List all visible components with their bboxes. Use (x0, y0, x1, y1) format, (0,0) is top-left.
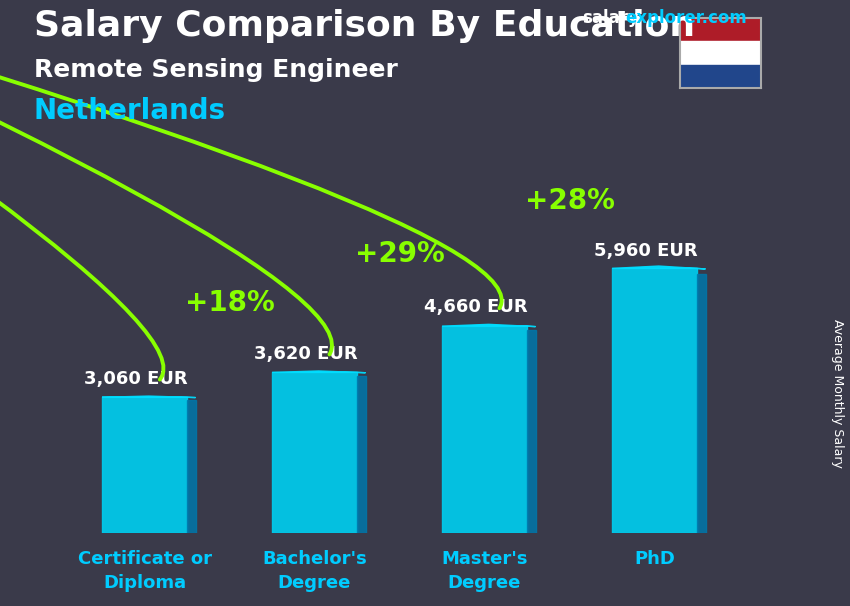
Bar (442, 326, 527, 533)
Text: +29%: +29% (354, 241, 445, 268)
Polygon shape (102, 396, 196, 398)
Bar (272, 373, 357, 533)
Bar (102, 398, 187, 533)
Text: Average Monthly Salary: Average Monthly Salary (830, 319, 844, 468)
Text: explorer.com: explorer.com (625, 9, 746, 27)
Text: Netherlands: Netherlands (34, 97, 226, 125)
Bar (697, 274, 706, 533)
Text: Remote Sensing Engineer: Remote Sensing Engineer (34, 58, 398, 82)
Text: 3,060 EUR: 3,060 EUR (84, 370, 188, 387)
Polygon shape (442, 324, 536, 327)
Polygon shape (272, 371, 366, 373)
Text: salary: salary (582, 9, 639, 27)
Text: 4,660 EUR: 4,660 EUR (424, 298, 528, 316)
Polygon shape (612, 266, 706, 269)
Text: Salary Comparison By Education: Salary Comparison By Education (34, 9, 695, 43)
Text: +18%: +18% (184, 289, 275, 317)
Bar (187, 400, 196, 533)
Bar (680, 65, 761, 88)
Bar (357, 376, 366, 533)
Text: +28%: +28% (524, 187, 615, 215)
Text: 5,960 EUR: 5,960 EUR (594, 242, 698, 261)
Bar (680, 41, 761, 65)
Text: 3,620 EUR: 3,620 EUR (254, 345, 358, 362)
Bar (527, 330, 536, 533)
Bar (612, 268, 697, 533)
Bar (680, 18, 761, 41)
